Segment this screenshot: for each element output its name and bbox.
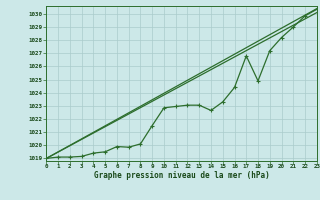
X-axis label: Graphe pression niveau de la mer (hPa): Graphe pression niveau de la mer (hPa) xyxy=(94,171,269,180)
